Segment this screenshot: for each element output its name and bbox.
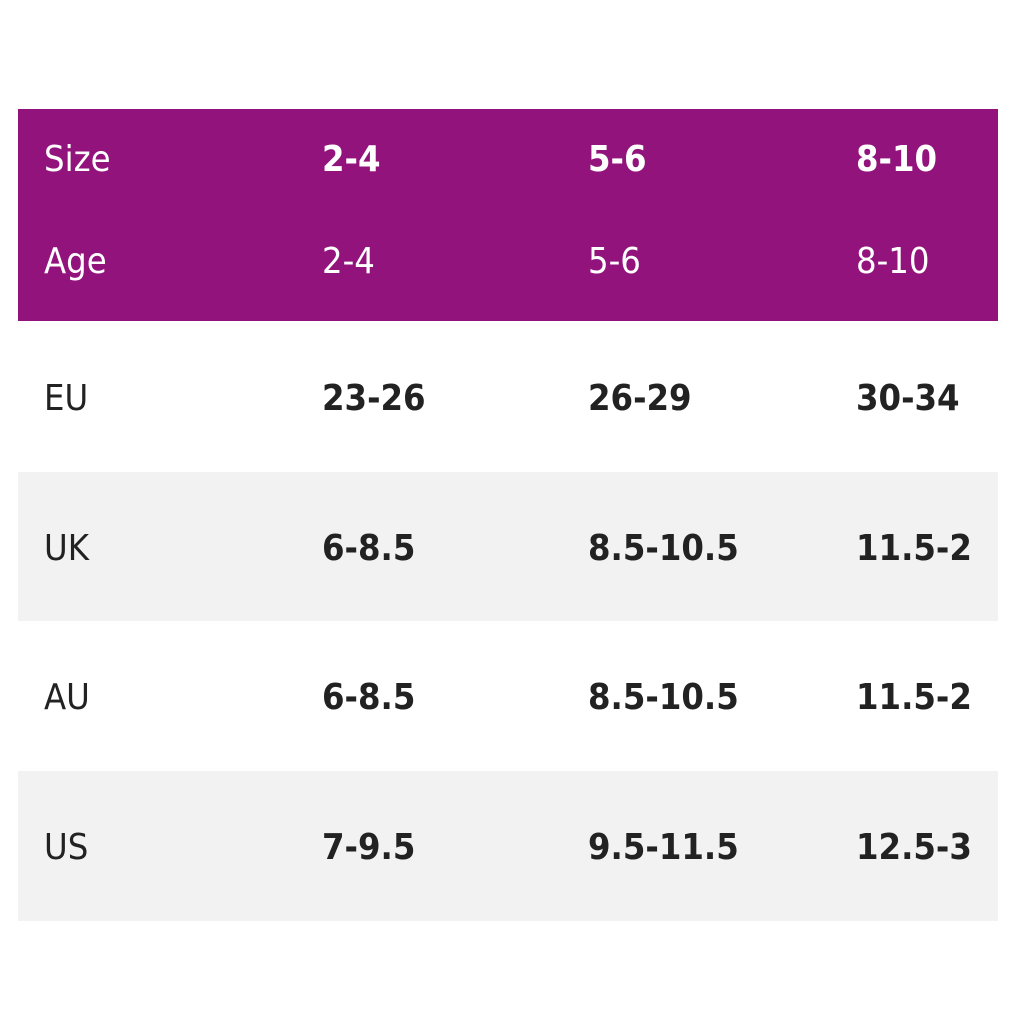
table-row: EU 23-26 26-29 30-34 — [18, 322, 998, 472]
table-row: AU 6-8.5 8.5-10.5 11.5-2 — [18, 621, 998, 771]
table-cell: 8.5-10.5 — [588, 677, 739, 718]
table-cell: 7-9.5 — [322, 827, 416, 868]
table-cell: 30-34 — [856, 378, 960, 419]
table-row: US 7-9.5 9.5-11.5 12.5-3 — [18, 771, 998, 921]
header-cell: 2-4 — [322, 139, 381, 180]
table-cell: 9.5-11.5 — [588, 827, 739, 868]
header-cell: 8-10 — [856, 139, 938, 180]
header: Size 2-4 5-6 8-10 Age 2-4 5-6 8-10 — [18, 109, 998, 321]
table-cell: 11.5-2 — [856, 677, 972, 718]
table-cell: 26-29 — [588, 378, 692, 419]
row-label: US — [44, 827, 89, 868]
header-cell: 8-10 — [856, 241, 930, 282]
table-cell: 23-26 — [322, 378, 426, 419]
table-row: UK 6-8.5 8.5-10.5 11.5-2 — [18, 472, 998, 622]
header-label: Size — [44, 139, 111, 180]
table-cell: 6-8.5 — [322, 528, 416, 569]
table-cell: 6-8.5 — [322, 677, 416, 718]
table-cell: 12.5-3 — [856, 827, 972, 868]
table-cell: 8.5-10.5 — [588, 528, 739, 569]
header-label: Age — [44, 241, 107, 282]
row-label: EU — [44, 378, 89, 419]
table-cell: 11.5-2 — [856, 528, 972, 569]
header-cell: 5-6 — [588, 139, 647, 180]
row-label: UK — [44, 528, 89, 569]
row-label: AU — [44, 677, 90, 718]
header-cell: 2-4 — [322, 241, 375, 282]
header-cell: 5-6 — [588, 241, 641, 282]
